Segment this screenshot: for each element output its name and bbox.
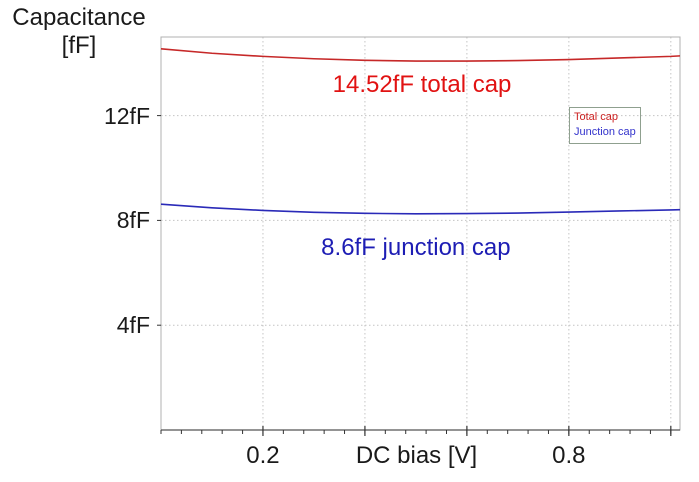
annotation-total-cap: 14.52fF total cap: [332, 71, 512, 99]
y-tick-label: 8fF: [116, 207, 150, 234]
x-axis-title: DC bias [V]: [355, 442, 478, 469]
legend-item-total-cap: Total cap: [574, 111, 619, 123]
y-axis-title-line1: Capacitance: [12, 4, 146, 31]
series-junction-cap: [160, 203, 681, 215]
y-axis-title: Capacitance [fF]: [0, 4, 158, 60]
y-tick-label: 12fF: [103, 102, 150, 129]
legend: Total cap Junction cap: [569, 107, 641, 144]
y-tick-label: 4fF: [116, 312, 150, 339]
x-tick-label: 0.2: [246, 442, 280, 469]
annotation-junction-cap: 8.6fF junction cap: [321, 233, 511, 261]
legend-item-junction-cap: Junction cap: [574, 126, 636, 138]
series-total-cap: [160, 47, 681, 62]
x-tick-label: 0.8: [552, 442, 586, 469]
y-axis-title-line2: [fF]: [61, 32, 97, 59]
